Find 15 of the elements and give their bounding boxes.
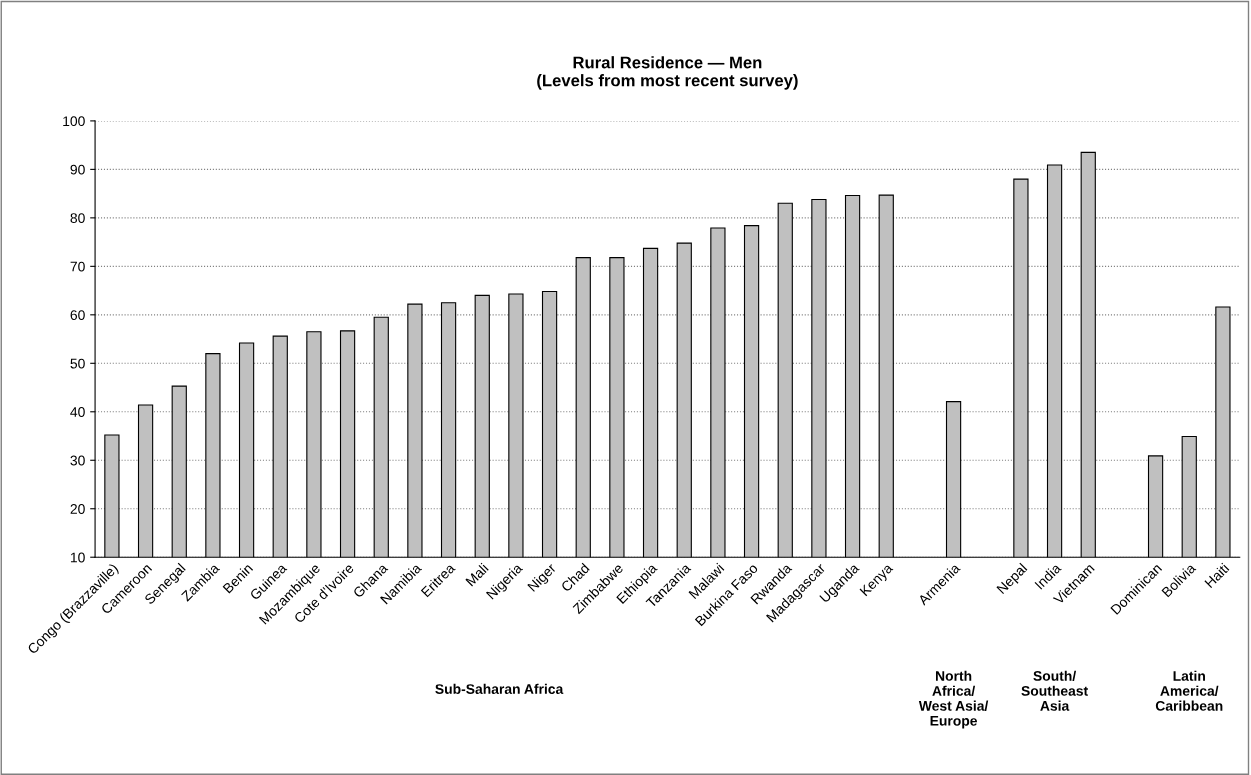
text: Sub-Saharan Africa — [435, 683, 564, 694]
text: South/ Southeast Asia — [1021, 670, 1088, 711]
y-tick-label: 20 — [70, 504, 85, 514]
text: Latin America/ Caribbean — [1155, 670, 1223, 711]
y-tick-label: 10 — [70, 552, 85, 563]
y-tick-label: 30 — [70, 455, 85, 466]
y-tick-label: 60 — [70, 310, 85, 320]
y-tick-label: 100 — [63, 116, 85, 127]
y-tick-label: 80 — [70, 213, 85, 224]
chart-title: Rural Residence — Men (Levels from most recent survey) — [537, 56, 798, 90]
text: North Africa/ West Asia/ Europe — [918, 670, 989, 729]
y-tick-label: 90 — [70, 164, 85, 175]
y-tick-label: 40 — [70, 407, 85, 417]
y-tick-label: 50 — [70, 358, 85, 369]
y-tick-label: 70 — [70, 261, 85, 272]
